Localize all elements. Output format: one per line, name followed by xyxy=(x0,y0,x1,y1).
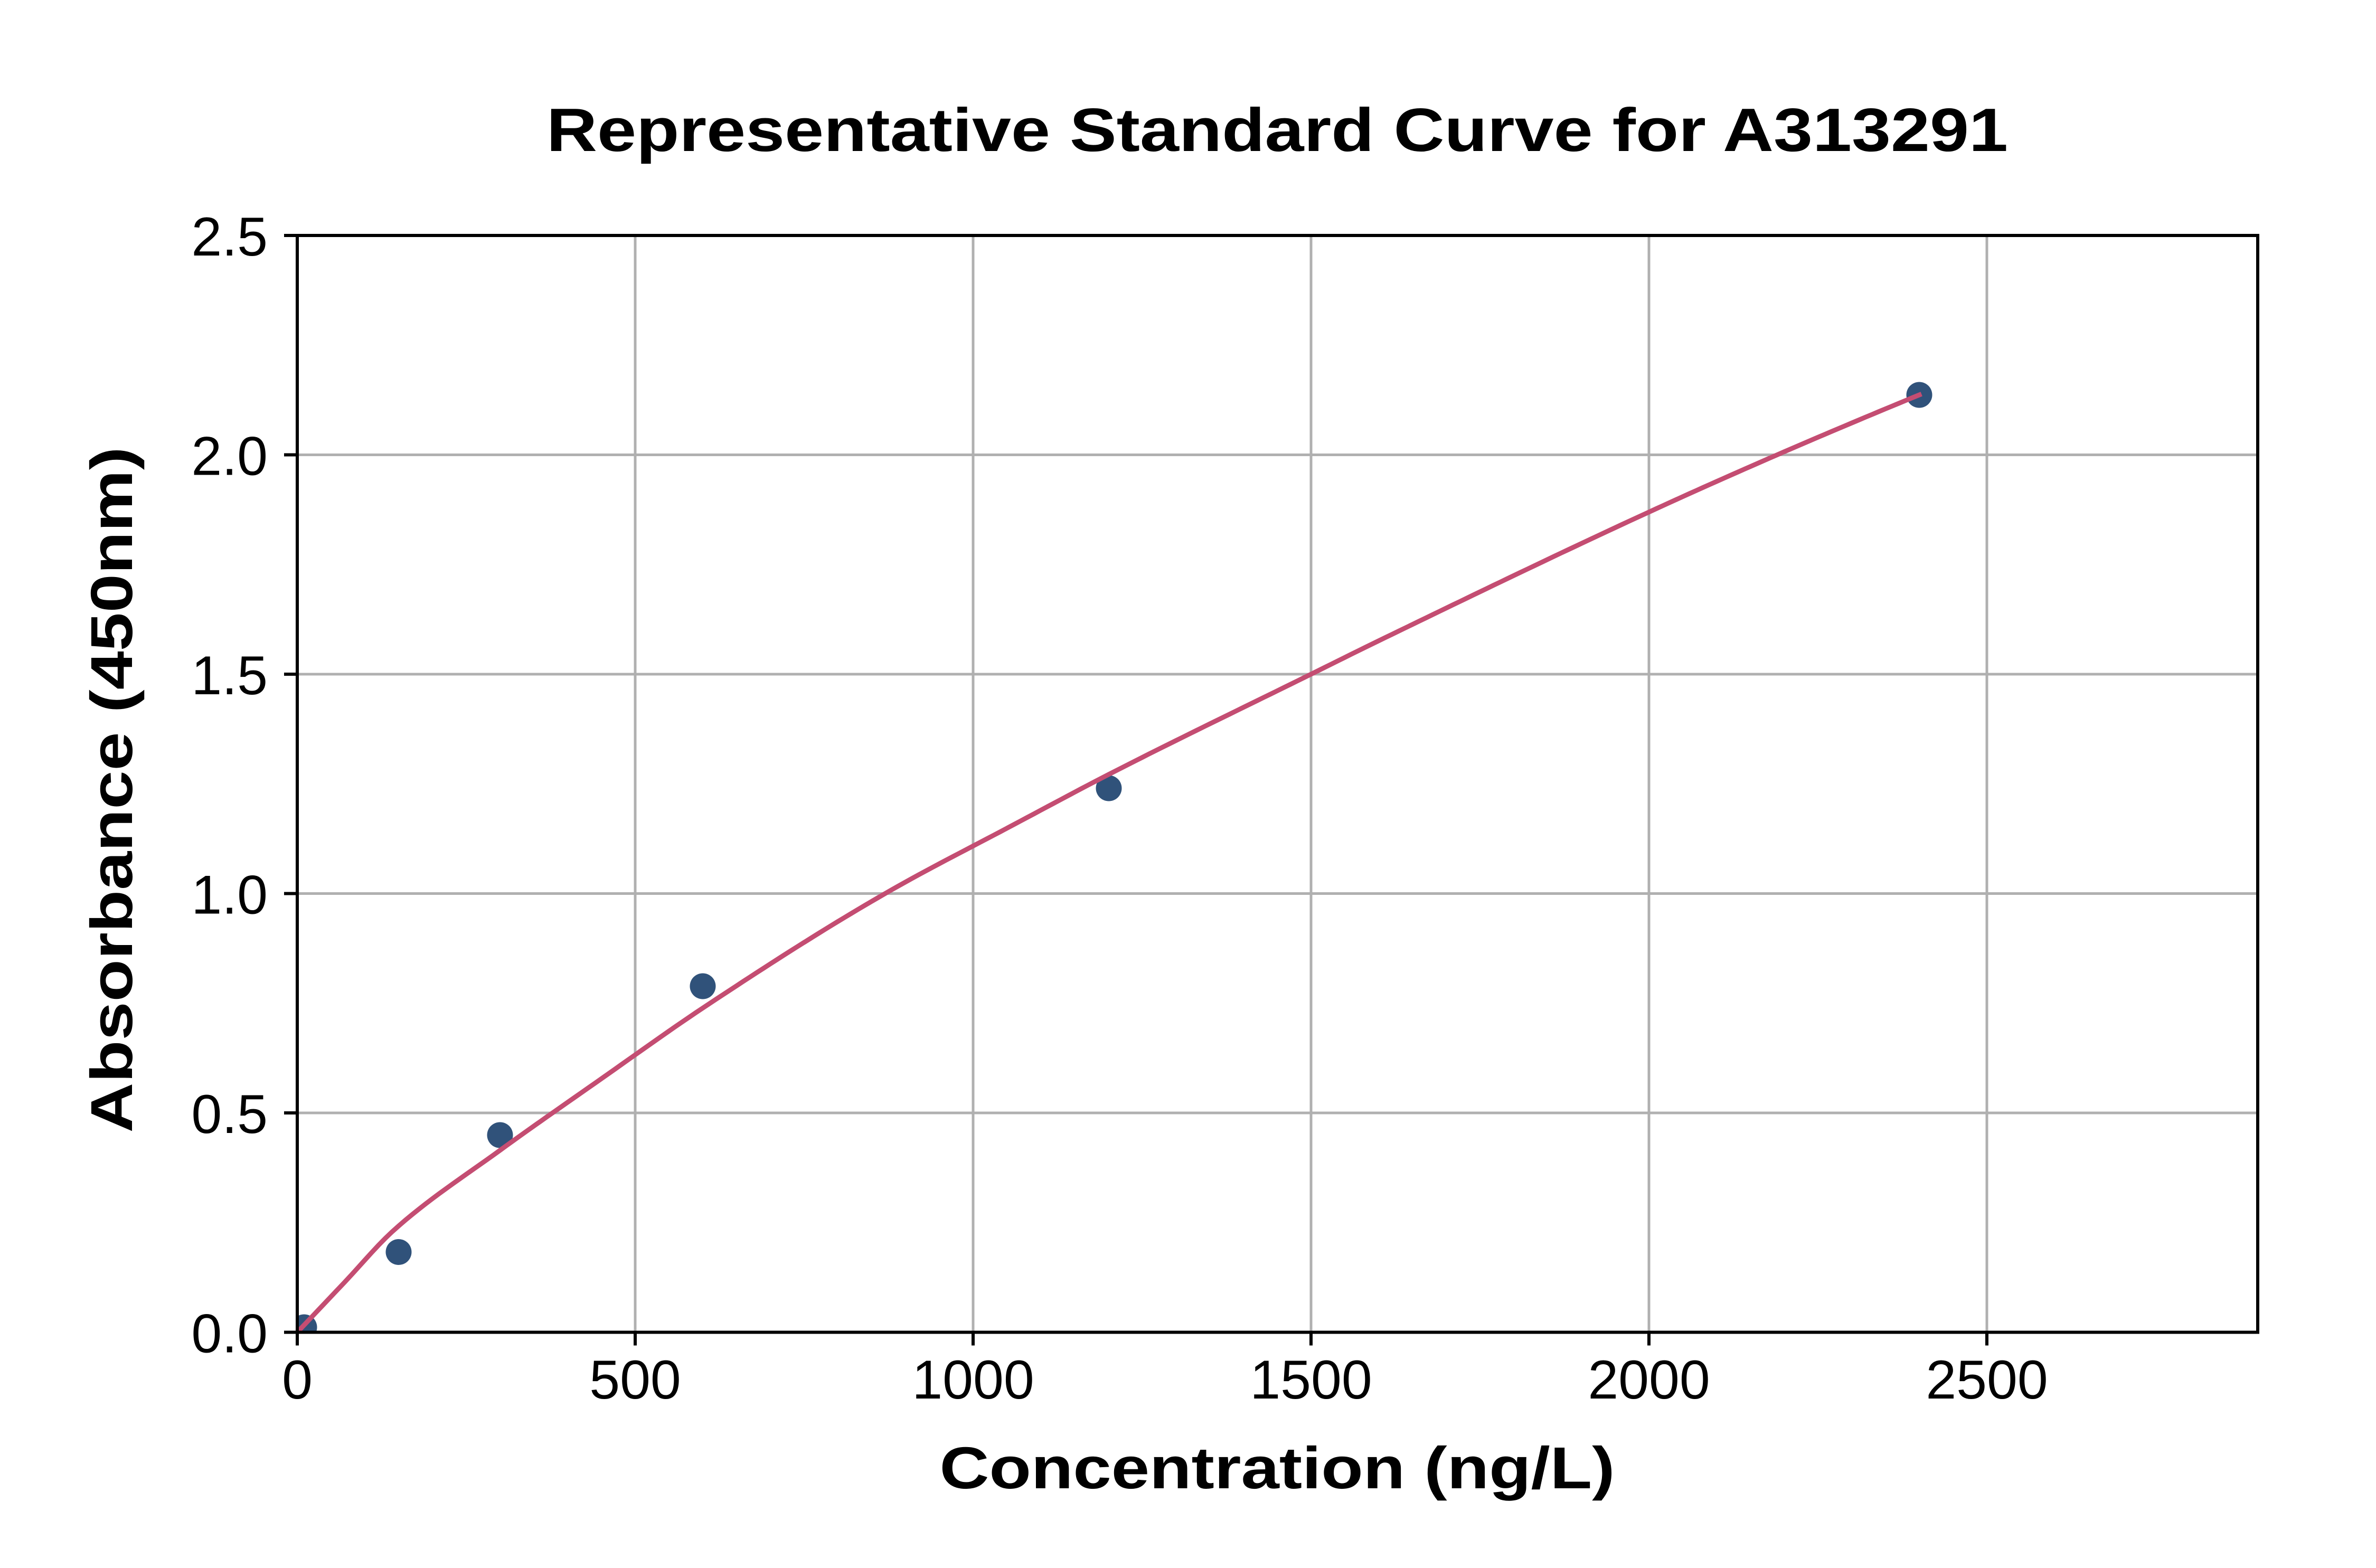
svg-text:Concentration (ng/L): Concentration (ng/L) xyxy=(940,1435,1615,1501)
svg-text:1.0: 1.0 xyxy=(191,865,268,926)
svg-text:2000: 2000 xyxy=(1588,1349,1710,1411)
svg-text:2500: 2500 xyxy=(1926,1349,2048,1411)
svg-text:0: 0 xyxy=(282,1349,313,1411)
svg-text:0.5: 0.5 xyxy=(191,1084,268,1145)
svg-text:1500: 1500 xyxy=(1250,1349,1372,1411)
svg-text:500: 500 xyxy=(589,1349,681,1411)
svg-text:Representative Standard Curve: Representative Standard Curve for A31329… xyxy=(546,96,2008,164)
svg-text:1.5: 1.5 xyxy=(191,645,268,706)
svg-text:1000: 1000 xyxy=(912,1349,1034,1411)
svg-text:2.0: 2.0 xyxy=(191,426,268,487)
svg-text:0.0: 0.0 xyxy=(191,1303,268,1365)
svg-text:2.5: 2.5 xyxy=(191,206,268,268)
svg-text:Absorbance (450nm): Absorbance (450nm) xyxy=(79,447,145,1133)
